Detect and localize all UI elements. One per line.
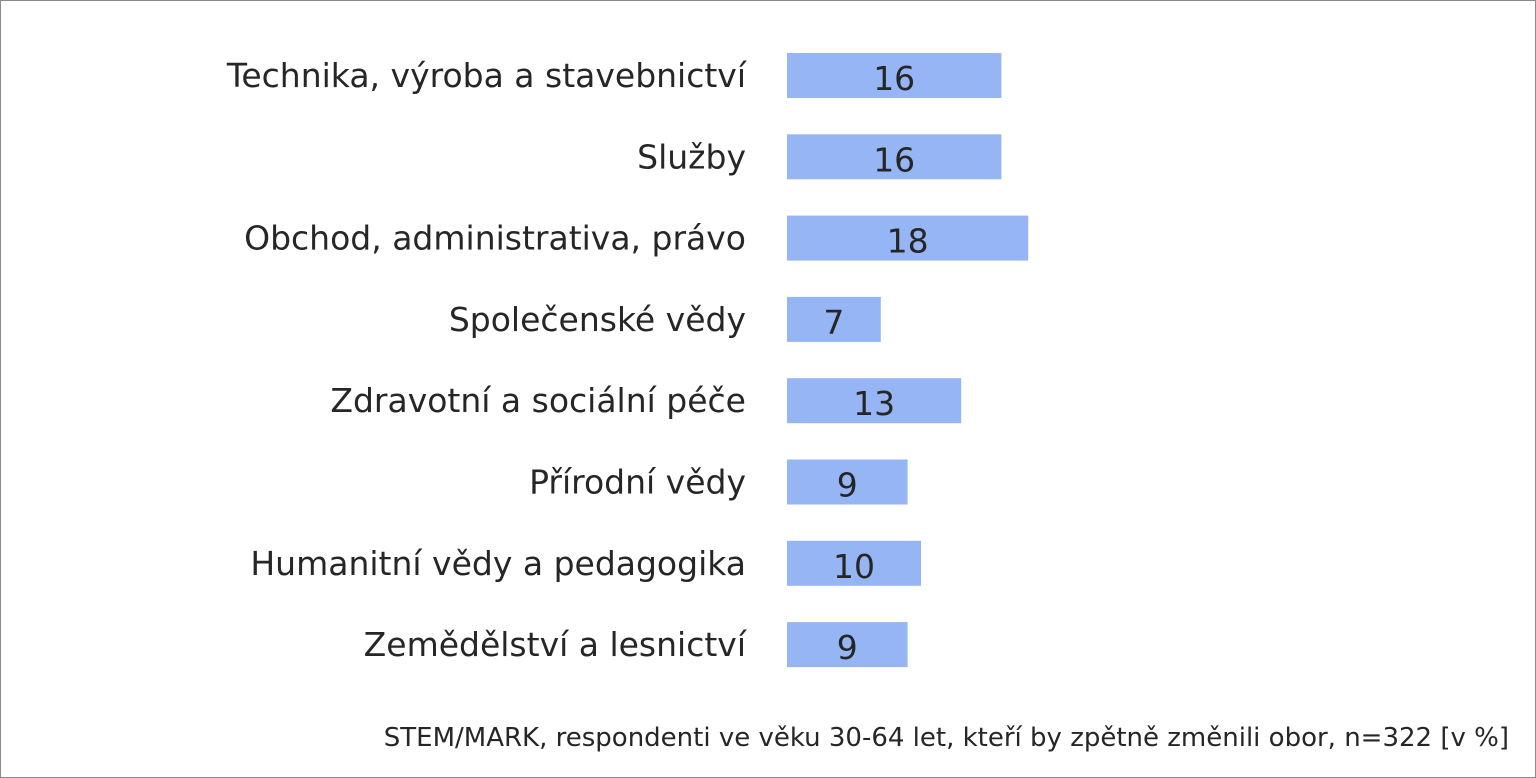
data-label: 9 — [837, 628, 858, 667]
bar — [787, 459, 908, 505]
data-label: 9 — [837, 466, 858, 505]
bar — [787, 296, 881, 342]
data-label: 16 — [873, 59, 915, 98]
category-label: Přírodní vědy — [529, 463, 746, 502]
category-label: Obchod, administrativa, právo — [244, 219, 746, 258]
source-note: STEM/MARK, respondenti ve věku 30-64 let… — [383, 723, 1509, 753]
data-label: 13 — [853, 384, 895, 423]
bar — [787, 622, 908, 668]
category-label: Zdravotní a sociální péče — [330, 381, 746, 420]
bar — [787, 215, 1029, 261]
bar-chart: Technika, výroba a stavebnictví 16 Služby 1… — [226, 53, 1029, 668]
category-label: Služby — [637, 137, 746, 176]
bar — [787, 53, 1002, 98]
data-label: 18 — [887, 222, 929, 261]
category-label: Společenské vědy — [449, 300, 746, 339]
data-label: 16 — [873, 140, 915, 179]
category-label: Zemědělství a lesnictví — [364, 625, 748, 664]
bar — [787, 134, 1002, 180]
bar — [787, 378, 962, 424]
data-label: 7 — [823, 303, 844, 342]
category-label: Technika, výroba a stavebnictví — [226, 56, 748, 95]
bar — [787, 540, 921, 586]
data-label: 10 — [833, 547, 875, 586]
category-label: Humanitní vědy a pedagogika — [250, 544, 746, 583]
